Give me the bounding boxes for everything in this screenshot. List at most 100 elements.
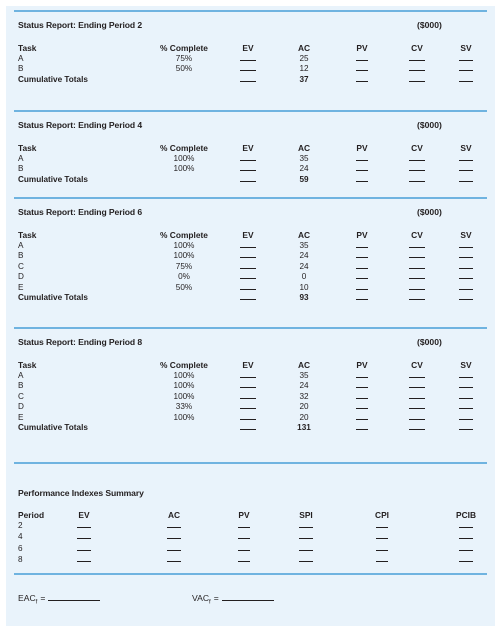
actual-cost-value: 10 bbox=[299, 282, 309, 292]
total-pv-blank bbox=[356, 80, 368, 82]
actual-cost-value: 24 bbox=[299, 164, 309, 174]
section-divider bbox=[14, 10, 487, 12]
summary-ev-header: EV bbox=[78, 510, 90, 520]
task-name: A bbox=[18, 371, 24, 380]
eac-formula-answer-blank[interactable] bbox=[48, 592, 101, 601]
vac-formula-answer-blank[interactable] bbox=[221, 592, 274, 601]
period-value: 8 bbox=[18, 555, 23, 565]
pv-blank bbox=[356, 377, 368, 378]
summary-ev-blank bbox=[77, 561, 91, 563]
actual-cost-value: 35 bbox=[299, 241, 309, 250]
summary-pv-blank bbox=[238, 538, 250, 540]
sv-blank bbox=[459, 418, 473, 420]
summary-ev-blank bbox=[77, 538, 91, 540]
actual-cost-value: 32 bbox=[299, 391, 309, 401]
actual-cost-value: 25 bbox=[299, 54, 309, 63]
summary-pcib-blank bbox=[459, 561, 473, 563]
sv-blank bbox=[459, 397, 473, 399]
summary-spi-header: SPI bbox=[299, 510, 313, 520]
section-divider bbox=[14, 197, 487, 199]
ev-blank bbox=[240, 418, 256, 420]
section-divider bbox=[14, 462, 487, 464]
sv-blank bbox=[459, 247, 473, 248]
sv-blank bbox=[459, 408, 473, 410]
percent-complete-header: % Complete bbox=[160, 360, 208, 370]
percent-complete-value: 100% bbox=[173, 164, 195, 174]
cv-blank bbox=[409, 278, 425, 280]
percent-complete-value: 75% bbox=[175, 261, 193, 271]
cv-header: CV bbox=[411, 143, 423, 153]
percent-complete-header: % Complete bbox=[160, 143, 208, 153]
total-ev-blank bbox=[240, 429, 256, 430]
ev-blank bbox=[240, 170, 256, 172]
total-cv-blank bbox=[409, 180, 425, 182]
cv-blank bbox=[409, 160, 425, 161]
task-name: C bbox=[18, 261, 24, 271]
percent-complete-value: 50% bbox=[175, 64, 193, 74]
total-cv-blank bbox=[409, 299, 425, 300]
cv-blank bbox=[409, 70, 425, 72]
pv-blank bbox=[356, 70, 368, 72]
sv-blank bbox=[459, 60, 473, 61]
pv-blank bbox=[356, 397, 368, 399]
total-cv-blank bbox=[409, 80, 425, 82]
actual-cost-value: 24 bbox=[299, 381, 309, 391]
report-title: Status Report: Ending Period 2 bbox=[18, 20, 143, 30]
pv-blank bbox=[356, 387, 368, 389]
sv-header: SV bbox=[460, 143, 472, 153]
currency-unit-label: ($000) bbox=[417, 20, 442, 30]
summary-cpi-header: CPI bbox=[375, 510, 389, 520]
percent-complete-value: 100% bbox=[173, 381, 195, 391]
actual-cost-value: 24 bbox=[299, 261, 309, 271]
actual-cost-value: 24 bbox=[299, 251, 309, 261]
summary-pcib-blank bbox=[459, 538, 473, 540]
percent-complete-value: 100% bbox=[173, 154, 195, 163]
percent-complete-value: 100% bbox=[173, 371, 195, 380]
pv-blank bbox=[356, 288, 368, 290]
ev-blank bbox=[240, 160, 256, 161]
ev-blank bbox=[240, 278, 256, 280]
percent-complete-value: 100% bbox=[173, 241, 195, 250]
percent-complete-header: % Complete bbox=[160, 43, 208, 53]
currency-unit-label: ($000) bbox=[417, 337, 442, 347]
cv-blank bbox=[409, 408, 425, 410]
section-divider bbox=[14, 327, 487, 329]
eac-formula: EACf = bbox=[18, 592, 101, 606]
actual-cost-value: 35 bbox=[299, 154, 309, 163]
vac-formula: VACf = bbox=[192, 592, 274, 606]
actual-cost-value: 12 bbox=[299, 64, 309, 74]
sv-blank bbox=[459, 267, 473, 269]
task-header: Task bbox=[18, 230, 37, 240]
period-value: 2 bbox=[18, 521, 23, 530]
ev-blank bbox=[240, 70, 256, 72]
task-name: A bbox=[18, 54, 24, 63]
total-actual-cost: 93 bbox=[299, 293, 309, 302]
section-divider bbox=[14, 573, 487, 575]
task-name: D bbox=[18, 272, 24, 282]
period-value: 4 bbox=[18, 532, 23, 542]
task-name: B bbox=[18, 164, 24, 174]
pv-header: PV bbox=[356, 43, 368, 53]
pv-blank bbox=[356, 418, 368, 420]
summary-ac-blank bbox=[167, 561, 181, 563]
pv-blank bbox=[356, 170, 368, 172]
sv-blank bbox=[459, 257, 473, 259]
ev-blank bbox=[240, 288, 256, 290]
sv-blank bbox=[459, 70, 473, 72]
summary-spi-blank bbox=[299, 527, 313, 528]
pv-header: PV bbox=[356, 143, 368, 153]
cv-blank bbox=[409, 247, 425, 248]
ev-blank bbox=[240, 247, 256, 248]
pv-blank bbox=[356, 160, 368, 161]
ev-blank bbox=[240, 60, 256, 61]
total-ev-blank bbox=[240, 180, 256, 182]
percent-complete-value: 50% bbox=[175, 282, 193, 292]
vac-formula-subscript: f bbox=[209, 599, 211, 606]
summary-ac-blank bbox=[167, 527, 181, 528]
sv-blank bbox=[459, 160, 473, 161]
sv-blank bbox=[459, 387, 473, 389]
percent-complete-value: 100% bbox=[173, 391, 195, 401]
pv-blank bbox=[356, 60, 368, 61]
total-sv-blank bbox=[459, 299, 473, 300]
ev-blank bbox=[240, 377, 256, 378]
